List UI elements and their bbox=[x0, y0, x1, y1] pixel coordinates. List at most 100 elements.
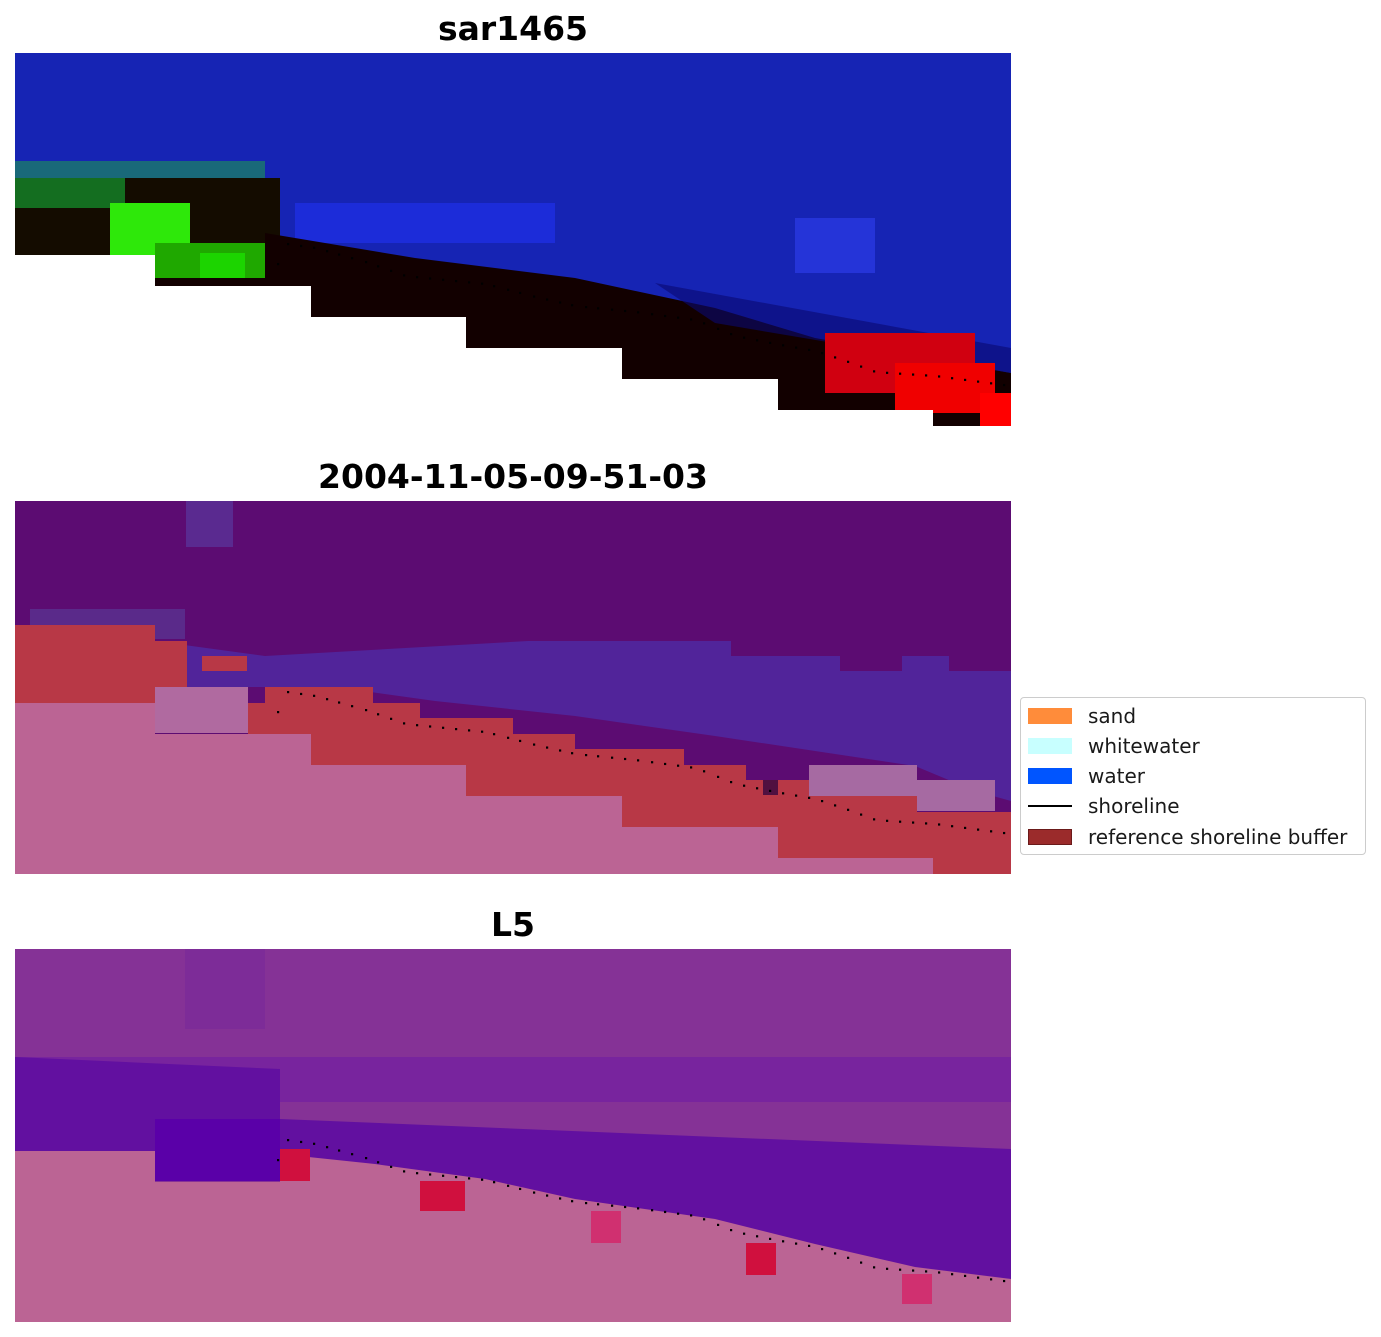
shoreline-point bbox=[377, 1161, 380, 1164]
shoreline-point bbox=[899, 1268, 902, 1271]
shoreline-point bbox=[664, 1210, 667, 1214]
shoreline-point bbox=[300, 244, 303, 248]
shoreline-point bbox=[990, 830, 993, 833]
shoreline-point bbox=[416, 276, 419, 279]
shoreline-point bbox=[351, 705, 354, 708]
legend-label-water: water bbox=[1088, 764, 1145, 788]
class-water-patch bbox=[186, 501, 233, 547]
shoreline-point bbox=[951, 825, 954, 828]
shoreline-point bbox=[703, 1218, 706, 1221]
shoreline-point bbox=[769, 341, 772, 344]
shoreline-point bbox=[730, 333, 733, 336]
shoreline-point bbox=[925, 374, 928, 377]
shoreline-point bbox=[637, 311, 640, 314]
shoreline-point bbox=[834, 1252, 837, 1255]
shoreline-point bbox=[611, 756, 614, 759]
shoreline-point bbox=[677, 1212, 680, 1215]
shoreline-point bbox=[390, 269, 393, 272]
shoreline-point bbox=[611, 308, 614, 311]
shoreline-point bbox=[442, 278, 445, 281]
shoreline-point bbox=[429, 277, 432, 280]
prob-hot-1 bbox=[280, 1149, 310, 1181]
shoreline-point bbox=[847, 1256, 850, 1259]
panel-title-2: 2004-11-05-09-51-03 bbox=[318, 457, 708, 496]
shoreline-point bbox=[938, 1271, 941, 1274]
shoreline-point bbox=[730, 781, 733, 784]
bright-water-band bbox=[295, 203, 555, 243]
shoreline-point bbox=[313, 694, 316, 697]
shoreline-point bbox=[769, 789, 772, 792]
shoreline-point bbox=[624, 309, 627, 313]
shoreline-point bbox=[481, 730, 484, 733]
shoreline-point bbox=[546, 746, 549, 749]
shoreline-point bbox=[912, 373, 915, 376]
shoreline-point bbox=[977, 380, 980, 383]
shoreline-point bbox=[455, 728, 458, 731]
shoreline-point bbox=[990, 1278, 993, 1281]
prob-deep-patch bbox=[155, 1119, 280, 1181]
shoreline-point bbox=[416, 1172, 419, 1175]
shoreline-point bbox=[403, 1170, 406, 1173]
shoreline-point bbox=[990, 382, 993, 385]
shoreline-point bbox=[651, 313, 654, 316]
legend-item-sand: sand bbox=[1028, 704, 1136, 728]
shoreline-point bbox=[886, 371, 889, 374]
legend-item-buffer: reference shoreline buffer bbox=[1028, 825, 1348, 849]
shoreline-point bbox=[977, 1276, 980, 1279]
shoreline-point bbox=[743, 784, 746, 787]
shoreline-point bbox=[507, 288, 510, 291]
class-mixed-right bbox=[809, 765, 917, 796]
shoreline-point bbox=[808, 1244, 811, 1247]
shoreline-point bbox=[390, 717, 393, 720]
shoreline-point bbox=[390, 1165, 393, 1168]
shoreline-point bbox=[365, 261, 368, 264]
shoreline-point bbox=[559, 301, 562, 304]
shoreline-point bbox=[938, 375, 941, 378]
shoreline-point bbox=[507, 1184, 510, 1187]
sand-swatch bbox=[1028, 708, 1072, 724]
buffer-band bbox=[248, 687, 1011, 874]
buffer-swatch bbox=[1028, 829, 1072, 845]
shoreline-point bbox=[300, 692, 303, 696]
class-water-area bbox=[155, 641, 1011, 801]
shoreline-point bbox=[690, 766, 693, 769]
shoreline-point bbox=[493, 285, 496, 288]
shoreline-point bbox=[795, 346, 798, 349]
shoreline-point bbox=[571, 1200, 574, 1203]
shoreline-point bbox=[847, 808, 850, 811]
shoreline-point bbox=[533, 743, 536, 746]
shoreline-point bbox=[338, 701, 341, 704]
shoreline-point bbox=[1003, 831, 1006, 835]
shoreline-point bbox=[717, 1223, 720, 1226]
shoreline-point bbox=[585, 1202, 588, 1205]
shoreline-point bbox=[559, 749, 562, 752]
legend-label-buffer: reference shoreline buffer bbox=[1088, 825, 1348, 849]
shoreline-point bbox=[703, 770, 706, 773]
shoreline-point bbox=[743, 336, 746, 339]
shoreline-point bbox=[546, 1194, 549, 1197]
shoreline-point bbox=[782, 344, 785, 347]
shoreline-point bbox=[899, 820, 902, 823]
shoreline-point bbox=[756, 787, 759, 790]
water-swatch bbox=[1028, 768, 1072, 784]
shoreline-point bbox=[585, 306, 588, 309]
shoreline-point bbox=[821, 1248, 824, 1251]
shoreline-point bbox=[416, 724, 419, 727]
shoreline-point bbox=[782, 792, 785, 795]
shoreline-point bbox=[326, 698, 329, 701]
prob-hot-5 bbox=[902, 1274, 932, 1304]
shoreline-point bbox=[533, 1191, 536, 1194]
buffer-left-2 bbox=[155, 641, 187, 687]
shoreline-point bbox=[912, 821, 915, 824]
shoreline-point bbox=[925, 1270, 928, 1273]
shoreline-point bbox=[313, 246, 316, 249]
shoreline-point bbox=[886, 819, 889, 822]
class-mixed-patch bbox=[155, 687, 248, 733]
shoreline-point bbox=[951, 1273, 954, 1276]
shoreline-point bbox=[977, 828, 980, 831]
shoreline-point bbox=[468, 1177, 471, 1180]
prob-land bbox=[15, 1151, 1011, 1322]
shoreline-point bbox=[519, 1187, 522, 1191]
shoreline-point bbox=[277, 1159, 280, 1162]
shoreline-point bbox=[338, 1149, 341, 1152]
